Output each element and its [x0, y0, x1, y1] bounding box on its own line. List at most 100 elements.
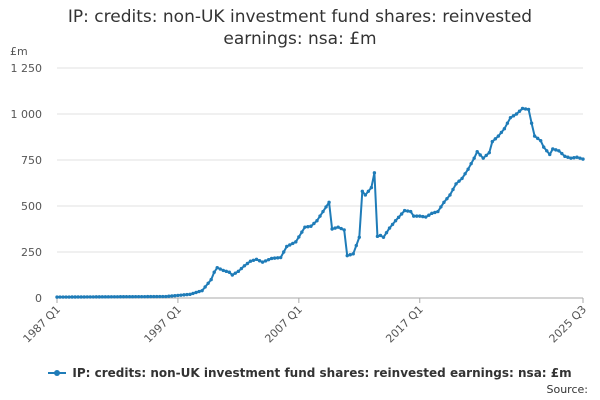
data-point	[469, 161, 473, 166]
data-point	[378, 233, 383, 238]
x-tick-label: 2025 Q3	[547, 303, 590, 346]
data-point	[188, 292, 192, 297]
axes	[56, 297, 584, 303]
data-point	[73, 295, 77, 299]
data-point	[158, 294, 162, 299]
data-point	[242, 264, 247, 268]
series-points	[55, 106, 585, 299]
x-tick-labels: 1987 Q1 1997 Q1 2007 Q1 2017 Q1 2025 Q3	[21, 303, 590, 346]
data-point	[360, 189, 365, 193]
data-point	[529, 121, 534, 125]
data-point	[357, 235, 361, 239]
data-point	[569, 156, 573, 160]
data-point	[517, 109, 522, 113]
data-point	[324, 205, 328, 209]
data-point	[209, 277, 213, 282]
data-point	[176, 293, 180, 298]
data-point	[408, 209, 413, 214]
data-point	[575, 155, 579, 159]
data-point	[218, 267, 222, 271]
data-point	[100, 295, 105, 299]
data-point	[466, 167, 470, 171]
data-point	[418, 214, 422, 218]
data-point	[227, 270, 232, 274]
data-point	[275, 256, 280, 260]
data-point	[248, 259, 253, 263]
data-point	[481, 156, 485, 160]
data-point	[118, 295, 123, 299]
data-point	[152, 294, 156, 299]
data-point	[551, 147, 555, 151]
data-point	[520, 106, 525, 111]
data-point	[191, 291, 195, 296]
data-point	[554, 148, 558, 152]
data-point	[76, 295, 80, 299]
data-point	[257, 259, 262, 263]
data-point	[173, 294, 177, 298]
data-point	[542, 145, 546, 149]
data-point	[260, 260, 265, 264]
data-point	[384, 230, 389, 235]
data-point	[421, 214, 425, 219]
data-point	[502, 127, 507, 131]
data-point	[348, 253, 352, 257]
data-point	[484, 153, 488, 158]
data-point	[393, 219, 398, 223]
data-point	[526, 107, 531, 112]
data-point	[412, 214, 416, 218]
data-point	[330, 227, 334, 231]
data-point	[179, 293, 183, 297]
data-point	[538, 138, 543, 143]
data-point	[478, 153, 482, 157]
data-point	[55, 295, 59, 299]
y-tick-label: 250	[21, 246, 42, 259]
data-point	[203, 285, 207, 289]
data-point	[315, 219, 319, 223]
data-point	[149, 294, 153, 299]
data-point	[97, 295, 102, 299]
data-point	[490, 139, 495, 144]
data-point	[91, 295, 95, 299]
data-point	[339, 226, 343, 231]
data-point	[82, 295, 86, 299]
data-point	[136, 294, 141, 299]
data-point	[309, 224, 313, 228]
data-point	[215, 265, 219, 270]
y-tick-label: 1 000	[11, 108, 43, 121]
data-point	[399, 212, 404, 216]
y-tick-label: 500	[21, 200, 42, 213]
data-point	[560, 151, 564, 156]
data-point	[145, 294, 150, 299]
data-point	[345, 253, 349, 258]
data-point	[548, 152, 552, 157]
data-point	[451, 187, 455, 192]
data-point	[354, 243, 358, 248]
data-point	[563, 154, 567, 159]
series-line	[56, 107, 584, 299]
data-point	[327, 200, 331, 205]
data-point	[442, 200, 446, 205]
data-point	[291, 241, 295, 246]
data-point	[363, 193, 368, 197]
data-point	[279, 255, 283, 260]
data-point	[372, 171, 377, 175]
data-point	[254, 257, 259, 262]
x-tick-label: 1997 Q1	[142, 303, 185, 346]
data-point	[532, 134, 537, 138]
legend-label: IP: credits: non-UK investment fund shar…	[72, 366, 572, 380]
source-label: Source:	[546, 383, 589, 396]
data-point	[230, 273, 235, 277]
data-point	[336, 225, 340, 229]
data-point	[405, 209, 410, 213]
data-point	[212, 270, 216, 274]
data-point	[94, 295, 99, 299]
data-point	[112, 295, 117, 299]
x-tick-label: 2007 Q1	[262, 303, 305, 346]
data-point	[85, 295, 89, 299]
data-point	[206, 281, 210, 285]
data-point	[269, 256, 274, 261]
data-point	[427, 213, 431, 217]
data-point	[64, 295, 68, 299]
data-point	[351, 252, 355, 256]
y-tick-label: 0	[35, 292, 42, 305]
